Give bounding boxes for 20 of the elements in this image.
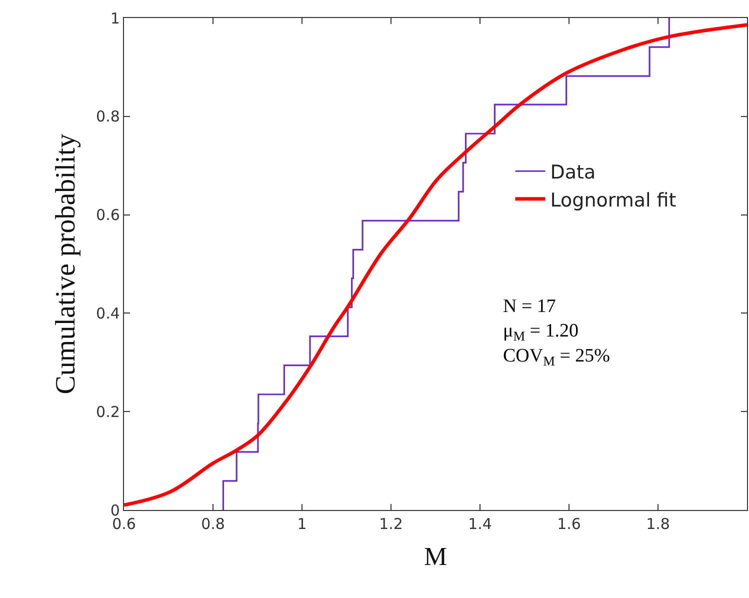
y-tick-label: 0.6 [96, 206, 120, 224]
annotation: μ$_{M}$ = 1.20 [503, 320, 578, 344]
x-tick-label: 1 [297, 515, 307, 534]
legend-label: Data [550, 162, 596, 184]
x-tick-label: 1.2 [379, 515, 403, 534]
legend-label: Lognormal fit [550, 189, 676, 212]
y-tick-label: 0.4 [96, 304, 120, 322]
line-series [124, 23, 747, 507]
y-tick-label: 1 [110, 9, 120, 28]
annotation: N = 17 [503, 296, 556, 317]
x-axis-title: M [424, 542, 448, 571]
y-tick-label: 0.2 [96, 402, 120, 421]
y-tick-label: 0.8 [96, 108, 120, 126]
annotation: COV$_{M}$ = 25% [503, 345, 610, 368]
y-axis-title: Cumulative probability [50, 134, 82, 394]
x-tick-label: 1.4 [468, 515, 492, 534]
x-tick-label: 1.8 [646, 515, 670, 534]
y-tick-label: 0 [110, 501, 120, 520]
x-tick-label: 1.6 [557, 515, 581, 534]
x-tick-label: 0.8 [201, 515, 225, 534]
